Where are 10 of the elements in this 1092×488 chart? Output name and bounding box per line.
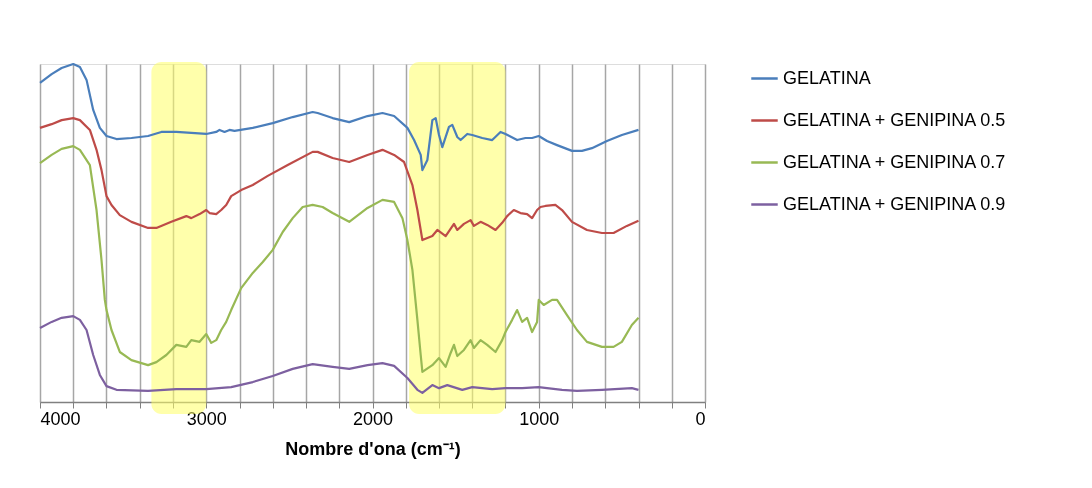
x-tick-label: 1000	[519, 408, 560, 429]
x-tick-label: 2000	[352, 408, 394, 429]
x-axis-title: Nombre d'ona (cm⁻¹)	[285, 438, 461, 459]
legend-label: GELATINA + GENIPINA 0.9	[783, 193, 1006, 214]
legend-label: GELATINA + GENIPINA 0.7	[783, 151, 1006, 172]
legend-label: GELATINA + GENIPINA 0.5	[783, 109, 1006, 130]
x-tick-label: 3000	[186, 408, 227, 429]
x-tick-label: 4000	[40, 408, 81, 429]
legend-label: GELATINA	[783, 67, 871, 88]
x-tick-label: 0	[695, 408, 706, 429]
